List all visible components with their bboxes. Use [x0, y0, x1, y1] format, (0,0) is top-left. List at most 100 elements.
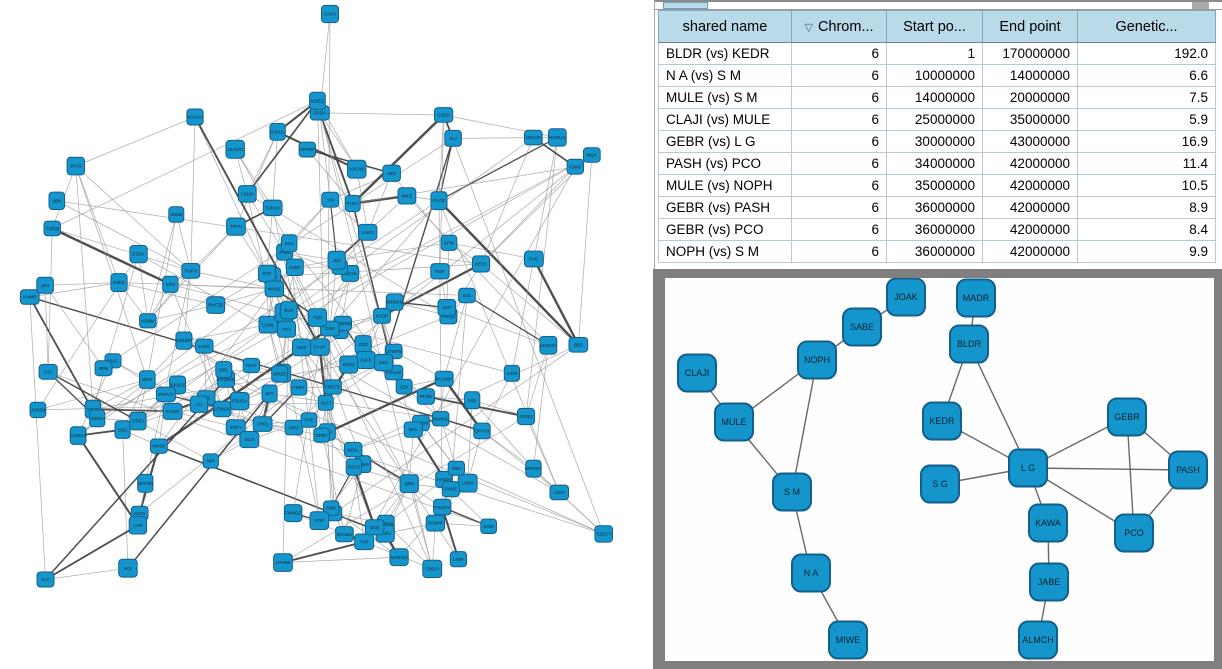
network-node[interactable]: MKL [403, 421, 423, 438]
table-cell[interactable]: 6 [791, 174, 887, 197]
table-cell[interactable]: 30000000 [886, 130, 983, 153]
table-cell[interactable]: 8.9 [1077, 196, 1216, 219]
network-node[interactable]: YJR [354, 533, 375, 551]
node-shape[interactable] [548, 128, 567, 147]
panel-tab-stub[interactable] [663, 2, 708, 9]
node-shape[interactable] [449, 551, 467, 568]
network-node[interactable]: QPVAX [473, 422, 491, 440]
network-node[interactable]: ELR [280, 301, 298, 320]
node-shape[interactable] [118, 558, 138, 578]
node-shape[interactable] [389, 548, 409, 567]
table-cell[interactable]: N A (vs) S M [658, 64, 792, 87]
node-shape[interactable] [354, 533, 375, 551]
column-header-3[interactable]: End point [982, 10, 1078, 43]
network-node-KEDR[interactable]: KEDR [922, 401, 962, 441]
node-shape[interactable] [886, 278, 926, 317]
table-row[interactable]: GEBR (vs) PCO 6 36000000 42000000 8.4 [658, 218, 1216, 241]
network-node[interactable]: JPFG [66, 156, 85, 176]
network-node[interactable]: KJRF [285, 258, 304, 276]
table-row[interactable]: GEBR (vs) L G 6 30000000 43000000 16.9 [658, 130, 1216, 153]
node-shape[interactable] [430, 263, 450, 280]
network-node[interactable]: BPB [94, 360, 113, 377]
network-node[interactable]: KEKL [343, 441, 363, 458]
network-node[interactable]: KEYK [472, 255, 491, 273]
network-edge-BLDR-LG[interactable] [968, 343, 1029, 469]
network-node[interactable]: OWI [447, 460, 466, 476]
table-row[interactable]: PASH (vs) PCO 6 34000000 42000000 11.4 [658, 152, 1216, 175]
network-node[interactable]: SGVBG [335, 526, 354, 543]
network-node[interactable]: MQX [583, 147, 601, 163]
table-cell[interactable]: 6 [791, 42, 887, 65]
network-edge-NOPH-SM[interactable] [791, 359, 818, 493]
node-shape[interactable] [175, 331, 193, 350]
node-shape[interactable] [437, 299, 457, 317]
network-node[interactable]: LANO [358, 223, 378, 241]
network-node[interactable]: VLF [36, 571, 55, 588]
node-shape[interactable] [43, 220, 61, 237]
node-shape[interactable] [292, 338, 312, 357]
network-node[interactable]: JZU [36, 276, 54, 294]
table-row[interactable]: MULE (vs) NOPH 6 35000000 42000000 10.5 [658, 174, 1216, 197]
table-cell[interactable]: CLAJI (vs) MULE [658, 108, 792, 131]
table-cell[interactable]: 6 [791, 240, 887, 263]
network-node[interactable]: JVJ [444, 129, 462, 147]
node-shape[interactable] [433, 498, 452, 516]
node-shape[interactable] [69, 426, 87, 445]
node-shape[interactable] [38, 364, 58, 380]
node-shape[interactable] [66, 156, 85, 176]
network-node-CLAJI[interactable]: CLAJI [677, 353, 717, 393]
network-node[interactable]: IOMO [566, 158, 584, 175]
node-shape[interactable] [36, 276, 54, 294]
network-node-SM[interactable]: S M [772, 472, 812, 512]
node-shape[interactable] [137, 473, 154, 493]
node-shape[interactable] [110, 273, 128, 293]
node-shape[interactable] [156, 386, 176, 403]
node-shape[interactable] [280, 301, 298, 320]
network-node[interactable]: COEK [434, 107, 454, 123]
table-cell[interactable]: 170000000 [982, 42, 1078, 65]
node-shape[interactable] [271, 365, 289, 383]
node-shape[interactable] [1008, 448, 1048, 488]
node-shape[interactable] [323, 379, 342, 395]
table-cell[interactable]: GEBR (vs) PCO [658, 218, 792, 241]
network-node[interactable]: WVNZ [264, 280, 285, 298]
network-node[interactable]: LEWGK [212, 400, 232, 418]
node-shape[interactable] [594, 525, 614, 543]
column-header-0[interactable]: shared name [658, 10, 792, 43]
network-node[interactable]: DPBY [313, 427, 330, 443]
node-shape[interactable] [189, 395, 209, 413]
node-shape[interactable] [920, 464, 960, 504]
node-shape[interactable] [114, 420, 131, 439]
network-node[interactable]: WWVBY [525, 459, 543, 478]
node-shape[interactable] [440, 234, 458, 251]
column-header-4[interactable]: Genetic... [1077, 10, 1216, 43]
network-node[interactable]: VLYJ [317, 394, 334, 411]
node-shape[interactable] [1107, 397, 1147, 437]
table-row[interactable]: MULE (vs) S M 6 14000000 20000000 7.5 [658, 86, 1216, 109]
node-shape[interactable] [307, 308, 327, 327]
network-node[interactable]: FWIV [290, 379, 308, 396]
network-node[interactable]: ROF [430, 263, 450, 280]
node-shape[interactable] [202, 453, 219, 469]
network-node[interactable]: FMXE [441, 481, 460, 498]
node-shape[interactable] [168, 206, 185, 223]
node-shape[interactable] [277, 320, 296, 338]
node-shape[interactable] [225, 419, 246, 436]
network-node[interactable]: IKVOP [162, 402, 183, 420]
network-node[interactable]: HPHRF [298, 141, 317, 158]
node-shape[interactable] [19, 289, 40, 305]
node-shape[interactable] [385, 293, 404, 311]
network-node[interactable]: WKQ [397, 187, 417, 205]
network-node-LG[interactable]: L G [1008, 448, 1048, 488]
network-node[interactable]: ESDV [129, 245, 148, 264]
network-node[interactable]: QBD [399, 474, 419, 493]
network-edge-LG-PASH[interactable] [1027, 467, 1189, 471]
node-shape[interactable] [36, 571, 55, 588]
network-node-JOAK[interactable]: JOAK [886, 278, 926, 317]
network-node[interactable]: CDOI [549, 484, 569, 501]
network-node[interactable]: ULWL [258, 315, 278, 334]
network-node[interactable]: RHFZB [206, 296, 226, 314]
network-node[interactable]: SVP [437, 299, 457, 317]
network-node[interactable]: XOL [458, 287, 476, 304]
node-shape[interactable] [358, 223, 378, 241]
